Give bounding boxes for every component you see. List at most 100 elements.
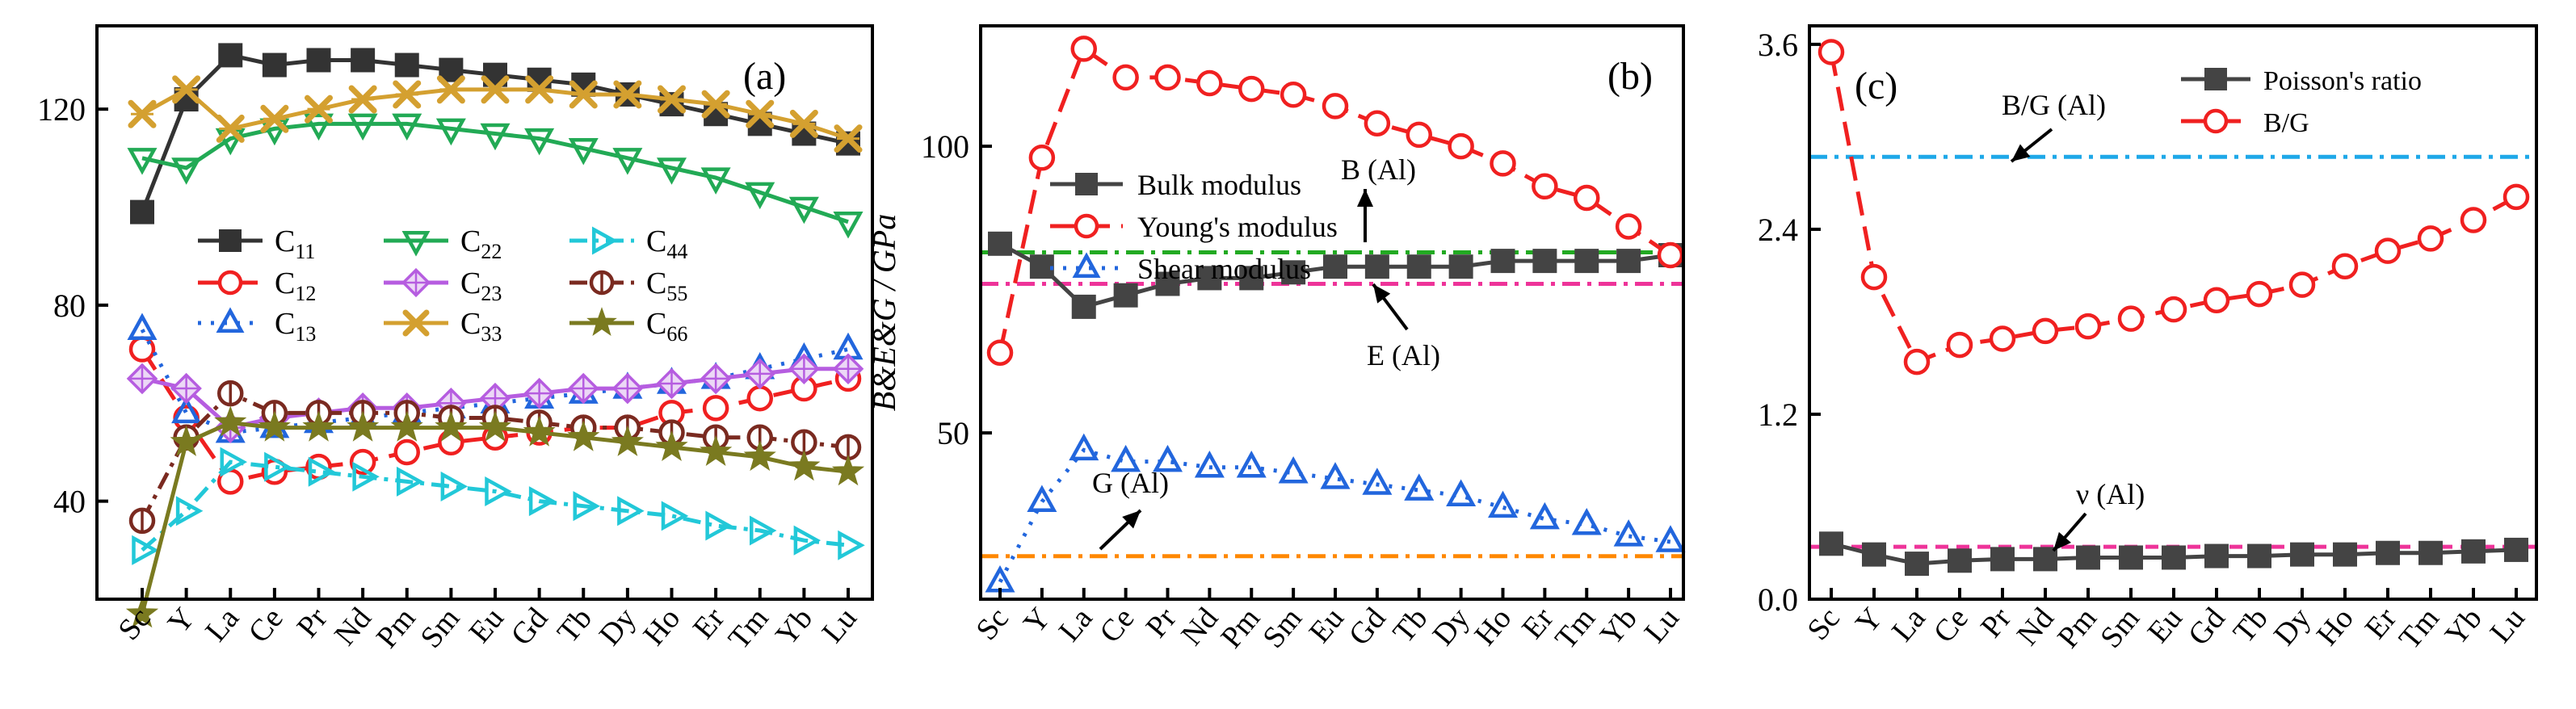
x-tick-label: Sc <box>1801 602 1847 647</box>
data-point <box>1448 254 1473 279</box>
data-point <box>523 415 556 447</box>
x-tick-label: Eu <box>463 602 511 649</box>
data-point <box>393 438 420 466</box>
x-tick-label: Sc <box>111 602 158 647</box>
data-point <box>1487 490 1519 518</box>
x-tick-label: Gd <box>1343 602 1393 652</box>
series <box>125 405 865 628</box>
series-line <box>141 86 849 141</box>
data-point <box>217 270 243 296</box>
y-tick-label: 80 <box>53 287 86 324</box>
data-point <box>833 211 864 239</box>
data-point <box>986 339 1014 366</box>
data-point <box>788 353 820 385</box>
panel-label: (c) <box>1855 65 1897 107</box>
data-point <box>2418 540 2443 565</box>
data-point <box>308 456 336 487</box>
data-point <box>1364 110 1391 136</box>
data-point <box>2288 271 2316 298</box>
data-point <box>393 80 422 109</box>
x-tick-label: Sm <box>1256 602 1309 655</box>
y-tick-label: 50 <box>937 415 969 451</box>
data-point <box>1613 519 1644 547</box>
data-point <box>658 85 686 114</box>
data-point <box>2162 545 2186 570</box>
data-point <box>789 109 818 138</box>
data-point <box>1655 525 1686 552</box>
data-point <box>1155 271 1180 296</box>
annotation-arrowhead <box>2011 144 2031 162</box>
legend-label: B/G <box>2263 108 2309 138</box>
data-point <box>172 75 201 104</box>
data-point <box>1113 283 1138 308</box>
data-point <box>1529 501 1560 530</box>
data-point <box>171 396 202 424</box>
data-point <box>175 496 204 527</box>
x-tick-label: Pm <box>370 602 422 655</box>
legend-label: Bulk modulus <box>1137 169 1301 201</box>
data-point <box>1817 39 1845 65</box>
data-point <box>1281 260 1306 285</box>
data-point <box>702 395 729 422</box>
data-point <box>435 410 468 442</box>
data-point <box>436 75 465 104</box>
data-point <box>656 157 687 185</box>
data-point <box>351 48 376 73</box>
data-point <box>125 597 159 628</box>
y-tick-label: 100 <box>921 128 969 165</box>
data-point <box>2204 543 2229 568</box>
data-point <box>2461 539 2486 564</box>
data-point <box>525 75 554 104</box>
x-tick-label: Y <box>1017 602 1057 640</box>
series <box>988 231 1683 319</box>
x-tick-label: Lu <box>2484 602 2532 649</box>
data-point <box>1406 121 1432 149</box>
data-point <box>700 434 733 467</box>
x-tick-label: La <box>199 602 246 648</box>
legend-label: C33 <box>460 307 502 346</box>
x-tick-label: Pr <box>290 602 334 644</box>
data-point <box>262 52 287 78</box>
data-point <box>2502 183 2530 211</box>
data-point <box>788 196 819 224</box>
data-point <box>394 52 419 78</box>
series-line <box>141 459 849 552</box>
series <box>128 75 863 153</box>
data-point <box>126 363 158 395</box>
data-point <box>218 43 243 68</box>
data-point <box>170 372 202 405</box>
data-point <box>1323 254 1347 279</box>
data-point <box>524 128 555 156</box>
data-point <box>617 496 645 527</box>
data-point <box>2160 296 2187 323</box>
data-point <box>440 471 469 501</box>
x-tick-label: La <box>1053 602 1099 648</box>
plot-frame <box>979 24 1685 601</box>
data-point <box>260 104 289 133</box>
data-point <box>988 231 1012 256</box>
data-point <box>1571 507 1602 535</box>
data-point <box>1615 213 1642 240</box>
series <box>1817 39 2530 375</box>
data-point <box>1111 444 1141 472</box>
data-point <box>2032 317 2059 345</box>
y-tick-label: 1.2 <box>1758 396 1798 433</box>
data-point <box>1574 249 1599 274</box>
data-point <box>258 410 291 442</box>
x-tick-label: Tb <box>1386 602 1434 649</box>
data-point <box>1074 213 1099 239</box>
data-point <box>217 380 244 407</box>
data-point <box>481 75 510 104</box>
series <box>1819 531 2528 577</box>
data-point <box>435 118 466 146</box>
data-point <box>216 307 245 333</box>
data-point <box>1154 64 1181 91</box>
data-point <box>305 94 333 124</box>
x-tick-label: Ho <box>2310 602 2360 652</box>
data-point <box>302 410 335 442</box>
data-point <box>567 372 599 405</box>
series <box>986 36 1684 366</box>
data-point <box>586 307 617 337</box>
